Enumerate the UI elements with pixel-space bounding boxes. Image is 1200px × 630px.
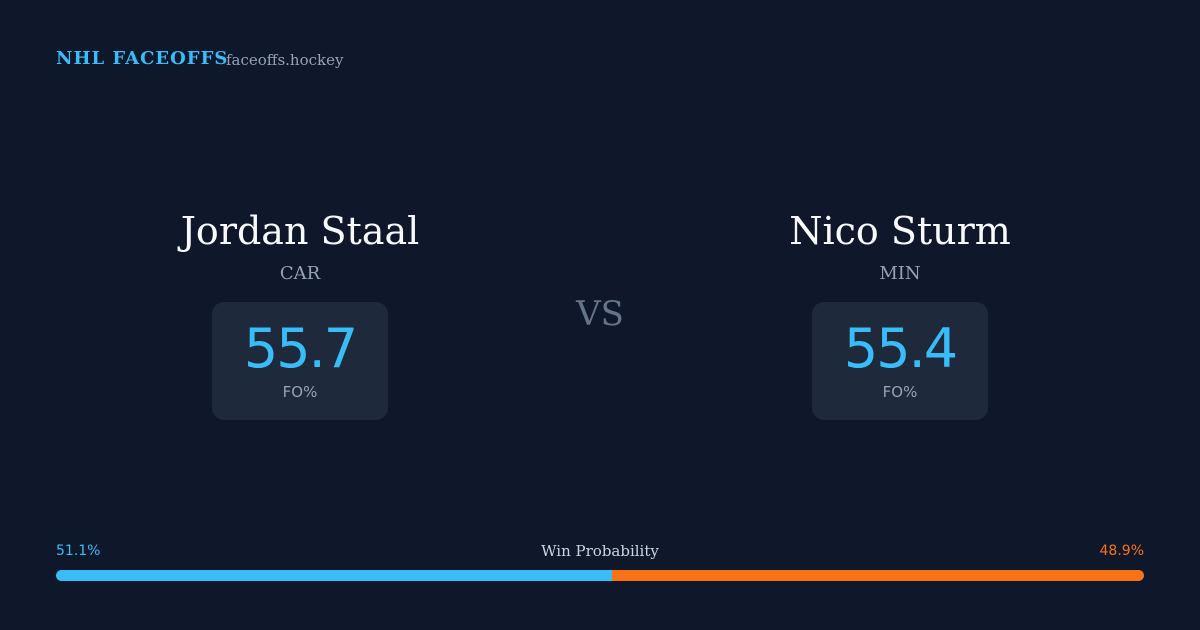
fo-value: 55.4 bbox=[843, 317, 958, 380]
brand-title: NHL FACEOFFS bbox=[56, 48, 229, 69]
player-name: Nico Sturm bbox=[789, 209, 1011, 253]
team: CAR bbox=[279, 263, 321, 284]
fo-label: FO% bbox=[282, 383, 318, 401]
fo-label: FO% bbox=[882, 383, 918, 401]
player-card: Nico Sturm MIN 55.4 FO% bbox=[650, 204, 1150, 420]
player-card: Jordan Staal CAR 55.7 FO% bbox=[50, 204, 550, 420]
win-prob-bar bbox=[56, 570, 1144, 581]
team: MIN bbox=[879, 263, 921, 284]
bar-segment bbox=[611, 570, 1144, 581]
win-prob-label: Win Probability bbox=[541, 542, 659, 560]
player-name: Jordan Staal bbox=[180, 209, 420, 253]
stat-box: 55.4 FO% bbox=[811, 302, 989, 420]
win-prob-right: 48.9% bbox=[1099, 543, 1144, 559]
stat-box: 55.7 FO% bbox=[211, 302, 389, 420]
bar-segment bbox=[56, 570, 612, 581]
vs-label: VS bbox=[576, 294, 624, 334]
site-url: faceoffs.hockey bbox=[226, 51, 344, 69]
fo-value: 55.7 bbox=[243, 317, 358, 380]
win-prob-left: 51.1% bbox=[56, 543, 101, 559]
